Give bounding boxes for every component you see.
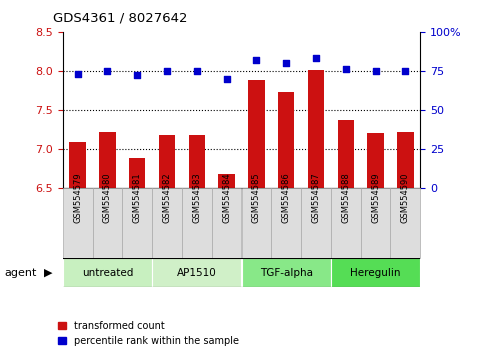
Text: AP1510: AP1510 (177, 268, 217, 278)
Text: GSM554579: GSM554579 (73, 172, 82, 223)
Bar (152, 188, 182, 258)
Bar (63, 188, 93, 258)
Bar (301, 188, 331, 258)
Point (74, 71, 82, 77)
Text: GSM554581: GSM554581 (133, 172, 142, 223)
Point (312, 56, 320, 61)
Bar (93, 188, 122, 258)
Bar (218, 175, 235, 188)
Point (163, 68, 171, 74)
Bar (368, 133, 384, 188)
Text: GSM554589: GSM554589 (371, 172, 380, 223)
Bar (242, 188, 271, 258)
Bar (338, 120, 354, 188)
Point (282, 60, 290, 66)
Text: GSM554586: GSM554586 (282, 172, 291, 223)
Bar (63, 258, 152, 287)
Bar (242, 258, 331, 287)
Text: untreated: untreated (82, 268, 133, 278)
Bar (390, 188, 420, 258)
Text: GSM554587: GSM554587 (312, 172, 320, 223)
Text: agent: agent (5, 268, 37, 278)
Bar (308, 70, 324, 188)
Bar (397, 132, 413, 188)
Text: ▶: ▶ (43, 268, 52, 278)
Bar (271, 188, 301, 258)
Bar (182, 188, 212, 258)
Text: GSM554585: GSM554585 (252, 172, 261, 223)
Text: GSM554580: GSM554580 (103, 172, 112, 223)
Bar (99, 132, 115, 188)
Bar (331, 188, 361, 258)
Point (253, 57, 260, 63)
Text: GSM554583: GSM554583 (192, 172, 201, 223)
Point (193, 68, 201, 74)
Bar (70, 142, 86, 188)
Text: Heregulin: Heregulin (350, 268, 401, 278)
Point (223, 76, 230, 81)
Legend: transformed count, percentile rank within the sample: transformed count, percentile rank withi… (58, 321, 239, 346)
Point (133, 73, 141, 78)
Point (342, 67, 350, 72)
Text: GSM554582: GSM554582 (163, 172, 171, 223)
Text: TGF-alpha: TGF-alpha (260, 268, 313, 278)
Bar (212, 188, 242, 258)
Point (372, 68, 380, 74)
Text: GSM554584: GSM554584 (222, 172, 231, 223)
Bar (122, 188, 152, 258)
Text: GSM554590: GSM554590 (401, 172, 410, 223)
Point (104, 68, 112, 74)
Text: GSM554588: GSM554588 (341, 172, 350, 223)
Bar (189, 136, 205, 188)
Bar (278, 92, 294, 188)
Bar (129, 158, 145, 188)
Bar (159, 135, 175, 188)
Point (401, 68, 409, 74)
Bar (331, 258, 420, 287)
Bar (152, 258, 242, 287)
Bar (361, 188, 390, 258)
Text: GDS4361 / 8027642: GDS4361 / 8027642 (53, 12, 187, 25)
Bar (248, 80, 265, 188)
